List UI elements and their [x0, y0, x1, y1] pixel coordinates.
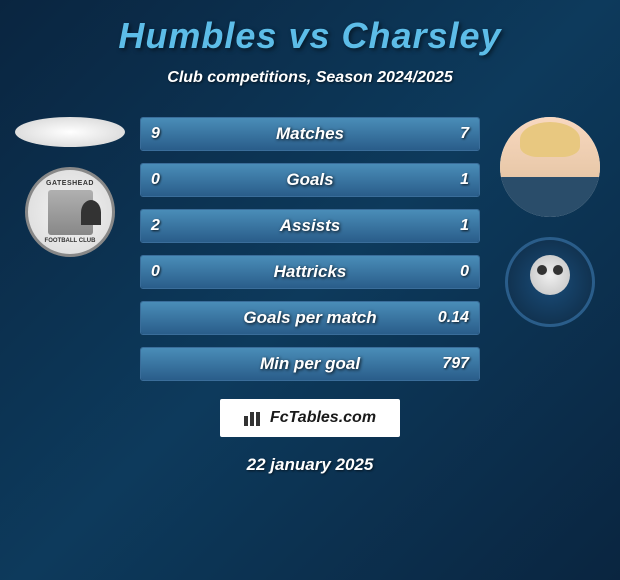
- player-face: [500, 117, 600, 217]
- stat-bar: 9 7 Matches: [140, 117, 480, 151]
- stat-bar: 797 Min per goal: [140, 347, 480, 381]
- stat-value-right: 797: [442, 355, 469, 373]
- stat-value-right: 1: [460, 217, 469, 235]
- owl-icon: [530, 255, 570, 295]
- stat-label: Goals per match: [243, 308, 376, 328]
- subtitle: Club competitions, Season 2024/2025: [167, 69, 452, 87]
- comparison-infographic: Humbles vs Charsley Club competitions, S…: [0, 0, 620, 580]
- stat-value-right: 0: [460, 263, 469, 281]
- stat-value-right: 0.14: [438, 309, 469, 327]
- stat-value-right: 1: [460, 171, 469, 189]
- right-player-column: [490, 117, 610, 327]
- stat-bar: 0 0 Hattricks: [140, 255, 480, 289]
- stat-bar: 0 1 Goals: [140, 163, 480, 197]
- badge-inner: [48, 190, 93, 235]
- stat-label: Matches: [276, 124, 344, 144]
- stat-bar: 2 1 Assists: [140, 209, 480, 243]
- club-badge-gateshead: [25, 167, 115, 257]
- chart-icon: [244, 410, 264, 426]
- stat-value-left: 2: [151, 217, 160, 235]
- stat-value-left: 0: [151, 171, 160, 189]
- stat-value-left: 0: [151, 263, 160, 281]
- stat-label: Hattricks: [274, 262, 347, 282]
- player-photo-left: [15, 117, 125, 147]
- left-player-column: [10, 117, 130, 257]
- date-text: 22 january 2025: [247, 455, 374, 475]
- stat-value-left: 9: [151, 125, 160, 143]
- stat-label: Assists: [280, 216, 340, 236]
- stat-fill-right: [202, 164, 479, 196]
- footer-text: FcTables.com: [270, 409, 376, 427]
- stat-fill-right: [330, 118, 479, 150]
- stat-label: Goals: [286, 170, 333, 190]
- page-title: Humbles vs Charsley: [118, 15, 501, 57]
- stats-column: 9 7 Matches 0 1 Goals 2 1 Assists 0 0 Hattricks 0.14…: [130, 117, 490, 381]
- stat-label: Min per goal: [260, 354, 360, 374]
- club-badge-oldham: [505, 237, 595, 327]
- footer-brand-box: FcTables.com: [220, 399, 400, 437]
- stat-bar: 0.14 Goals per match: [140, 301, 480, 335]
- content-row: 9 7 Matches 0 1 Goals 2 1 Assists 0 0 Hattricks 0.14…: [10, 117, 610, 381]
- player-photo-right: [500, 117, 600, 217]
- badge-inner: [525, 255, 575, 310]
- stat-value-right: 7: [460, 125, 469, 143]
